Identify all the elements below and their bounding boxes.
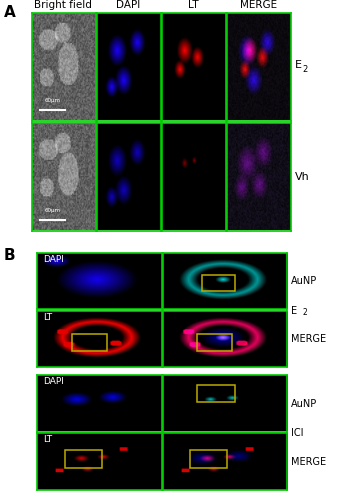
- Text: 2: 2: [302, 308, 307, 317]
- Text: Vh: Vh: [295, 172, 310, 182]
- Text: AuNP: AuNP: [291, 276, 318, 286]
- Text: DAPI: DAPI: [43, 378, 64, 386]
- Text: B: B: [4, 248, 15, 262]
- Text: ICI: ICI: [291, 428, 304, 438]
- Bar: [197, 334, 232, 351]
- Text: MERGE: MERGE: [291, 457, 326, 467]
- Text: MERGE: MERGE: [240, 0, 277, 10]
- Text: E: E: [291, 306, 297, 316]
- Text: LT: LT: [43, 436, 53, 444]
- Text: E: E: [295, 60, 302, 70]
- Text: 60μm: 60μm: [44, 98, 60, 103]
- Text: LT: LT: [188, 0, 199, 10]
- Bar: [190, 450, 227, 468]
- Text: MERGE: MERGE: [291, 334, 326, 344]
- Bar: [72, 334, 107, 351]
- Text: AuNP: AuNP: [291, 399, 318, 409]
- Text: DAPI: DAPI: [116, 0, 140, 10]
- Text: 2: 2: [303, 64, 308, 74]
- Text: DAPI: DAPI: [43, 255, 64, 264]
- Bar: [197, 385, 235, 402]
- Text: Bright field: Bright field: [34, 0, 92, 10]
- Bar: [65, 450, 102, 468]
- Bar: [203, 275, 235, 291]
- Text: 60μm: 60μm: [44, 208, 60, 213]
- Text: LT: LT: [43, 313, 53, 322]
- Text: A: A: [4, 5, 16, 20]
